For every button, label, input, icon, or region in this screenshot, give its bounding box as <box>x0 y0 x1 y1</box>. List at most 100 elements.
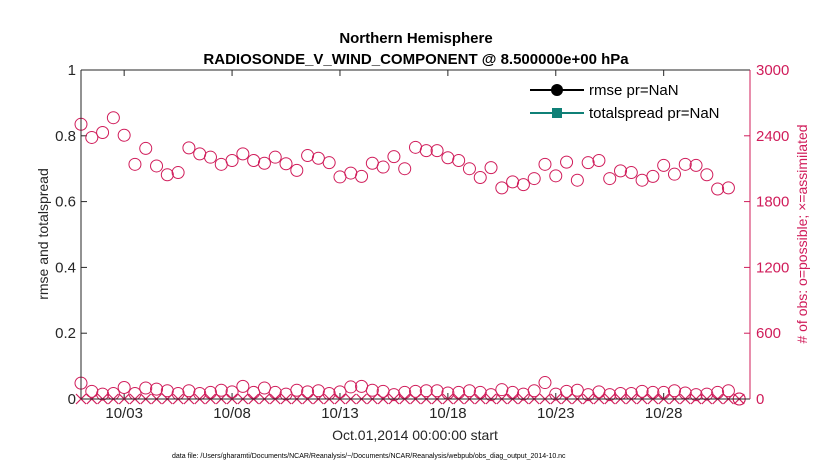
y-axis-label: rmse and totalspread <box>35 168 51 300</box>
possible-obs-marker <box>484 161 498 175</box>
possible-obs-marker <box>549 169 563 183</box>
possible-obs-marker <box>117 380 131 394</box>
possible-obs-marker <box>419 144 433 158</box>
possible-obs-marker <box>355 169 369 183</box>
possible-obs-marker <box>592 153 606 167</box>
possible-obs-marker <box>409 384 422 398</box>
possible-obs-marker <box>128 157 142 171</box>
possible-obs-marker <box>322 156 336 170</box>
possible-obs-marker <box>139 381 153 395</box>
possible-obs-marker <box>570 173 584 187</box>
possible-obs-marker <box>279 157 293 171</box>
legend-box <box>530 78 740 130</box>
possible-obs-marker <box>614 164 628 178</box>
y-tick-label: 0 <box>68 391 76 408</box>
possible-obs-marker <box>538 157 552 171</box>
x-tick-label: 10/18 <box>429 405 467 422</box>
y-tick-label: 1 <box>68 62 76 79</box>
possible-obs-marker <box>290 163 304 177</box>
footnote: data file: /Users/gharamti/Documents/NCA… <box>172 453 566 460</box>
y2-tick-label: 2400 <box>756 128 789 145</box>
possible-obs-marker <box>700 168 714 182</box>
possible-obs-marker <box>689 158 703 172</box>
y2-tick-label: 3000 <box>756 62 789 79</box>
chart-title: Northern Hemisphere <box>339 30 492 47</box>
possible-obs-marker <box>365 383 379 397</box>
possible-obs-marker <box>344 380 358 394</box>
legend-totalspread-marker <box>552 108 562 118</box>
possible-obs-marker <box>225 153 239 167</box>
possible-obs-marker <box>560 384 574 398</box>
possible-obs-marker <box>182 141 196 155</box>
y2-tick-label: 1200 <box>756 259 789 276</box>
possible-obs-marker <box>603 172 617 186</box>
possible-obs-marker <box>721 384 735 398</box>
x-tick-label: 10/23 <box>537 405 575 422</box>
possible-obs-marker <box>236 379 250 393</box>
possible-obs-marker <box>581 156 595 170</box>
possible-obs-marker <box>290 383 304 397</box>
possible-obs-marker <box>711 182 725 196</box>
y-axis-right-ticks: 0 600 1200 1800 2400 3000 <box>744 62 789 408</box>
chart-subtitle: RADIOSONDE_V_WIND_COMPONENT @ 8.500000e+… <box>203 51 629 68</box>
possible-obs-marker <box>516 178 530 192</box>
y-tick-label: 0.2 <box>55 325 76 342</box>
possible-obs-marker <box>268 150 282 164</box>
possible-obs-marker <box>225 385 239 399</box>
possible-obs-marker <box>452 153 466 167</box>
y2-tick-label: 1800 <box>756 194 789 211</box>
possible-obs-marker <box>430 144 444 158</box>
possible-obs-marker <box>85 130 99 144</box>
possible-obs-marker <box>635 384 649 398</box>
y2-tick-label: 600 <box>756 325 781 342</box>
possible-obs-marker <box>560 155 574 169</box>
possible-obs-marker <box>538 376 552 390</box>
y-axis-left-ticks: 0 0.2 0.4 0.6 0.8 1 <box>55 62 87 408</box>
possible-obs-marker <box>160 168 174 182</box>
possible-obs-marker <box>117 128 131 142</box>
possible-obs-marker <box>646 169 660 183</box>
x-tick-label: 10/08 <box>213 405 251 422</box>
possible-obs-marker <box>150 382 164 396</box>
possible-obs-marker <box>527 384 541 398</box>
possible-obs-marker <box>171 166 185 180</box>
possible-obs-marker <box>495 181 509 195</box>
possible-obs-marker <box>462 162 476 176</box>
possible-obs-marker <box>667 384 681 398</box>
possible-obs-marker <box>96 126 110 140</box>
possible-obs-marker <box>398 162 412 176</box>
legend-rmse-marker <box>551 84 563 96</box>
legend: rmse pr=NaN totalspread pr=NaN <box>530 78 740 130</box>
possible-obs-marker <box>333 385 347 399</box>
possible-obs-marker <box>527 172 541 186</box>
possible-obs-marker <box>301 385 315 399</box>
possible-obs-marker <box>430 384 444 398</box>
possible-obs-marker <box>678 157 692 171</box>
x-axis-ticks: 10/03 10/08 10/13 10/18 10/23 10/28 <box>105 70 682 422</box>
possible-obs-marker <box>236 147 250 161</box>
possible-obs-marker <box>214 383 228 397</box>
possible-obs-marker <box>376 160 390 174</box>
x-axis-label: Oct.01,2014 00:00:00 start <box>332 427 498 443</box>
possible-obs-marker <box>462 384 476 398</box>
possible-obs-marker <box>139 141 153 155</box>
y-axis-right-label: # of obs: o=possible; ×=assimilated <box>794 124 810 343</box>
possible-obs-marker <box>667 167 681 181</box>
x-tick-label: 10/13 <box>321 405 359 422</box>
possible-obs-marker <box>419 384 433 398</box>
possible-obs-marker <box>150 159 164 173</box>
legend-totalspread-label: totalspread pr=NaN <box>589 105 720 122</box>
y2-tick-label: 0 <box>756 391 764 408</box>
possible-obs-marker <box>721 181 735 195</box>
possible-obs-marker <box>387 150 401 164</box>
possible-obs-marker <box>106 111 120 125</box>
possible-obs-marker <box>473 170 487 184</box>
possible-obs-marker <box>624 166 638 180</box>
x-tick-label: 10/28 <box>645 405 683 422</box>
y-tick-label: 0.6 <box>55 194 76 211</box>
x-tick-label: 10/03 <box>105 405 143 422</box>
possible-obs-marker <box>203 150 217 164</box>
y-tick-label: 0.8 <box>55 128 76 145</box>
possible-obs-marker <box>257 156 271 170</box>
